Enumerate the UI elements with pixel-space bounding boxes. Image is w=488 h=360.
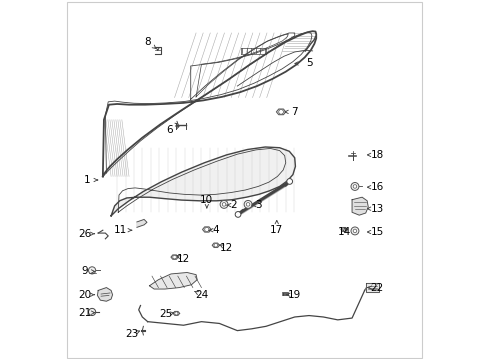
- Polygon shape: [149, 273, 197, 289]
- Text: 22: 22: [370, 283, 383, 293]
- Circle shape: [214, 243, 217, 247]
- Circle shape: [286, 179, 292, 184]
- Circle shape: [342, 228, 345, 231]
- Text: 14: 14: [338, 227, 351, 237]
- Polygon shape: [202, 227, 211, 232]
- Polygon shape: [351, 197, 367, 215]
- Circle shape: [88, 309, 96, 316]
- Circle shape: [222, 203, 225, 206]
- Circle shape: [204, 227, 208, 231]
- Polygon shape: [173, 311, 179, 315]
- Polygon shape: [276, 109, 285, 115]
- Text: 10: 10: [200, 195, 213, 205]
- Text: 16: 16: [370, 182, 383, 192]
- Circle shape: [172, 255, 176, 259]
- Text: 21: 21: [78, 308, 91, 318]
- Text: 5: 5: [305, 58, 312, 68]
- Text: 26: 26: [78, 229, 91, 239]
- Circle shape: [174, 312, 178, 315]
- Circle shape: [220, 201, 227, 208]
- Circle shape: [352, 185, 356, 188]
- Text: 8: 8: [144, 37, 151, 47]
- Circle shape: [278, 109, 283, 114]
- Polygon shape: [212, 243, 219, 247]
- Text: 7: 7: [291, 107, 297, 117]
- Polygon shape: [366, 283, 378, 292]
- Polygon shape: [137, 220, 147, 227]
- Text: 19: 19: [287, 290, 301, 300]
- Text: 2: 2: [230, 200, 237, 210]
- Circle shape: [352, 229, 356, 233]
- Polygon shape: [97, 288, 112, 301]
- Text: 23: 23: [124, 329, 138, 339]
- Text: 13: 13: [370, 204, 383, 214]
- Text: 11: 11: [114, 225, 127, 235]
- Text: 4: 4: [212, 225, 219, 235]
- Polygon shape: [340, 228, 346, 231]
- Text: 25: 25: [159, 310, 172, 319]
- Text: 12: 12: [177, 254, 190, 264]
- Text: 20: 20: [78, 290, 91, 300]
- Polygon shape: [111, 147, 295, 216]
- Text: 9: 9: [81, 266, 88, 276]
- Text: 3: 3: [255, 200, 262, 210]
- Text: 6: 6: [165, 125, 172, 135]
- Text: 1: 1: [83, 175, 90, 185]
- Text: 18: 18: [370, 150, 383, 160]
- Circle shape: [235, 212, 241, 217]
- Circle shape: [350, 183, 358, 190]
- Circle shape: [350, 227, 358, 235]
- Text: 12: 12: [220, 243, 233, 253]
- Text: 17: 17: [269, 225, 283, 235]
- Text: 24: 24: [194, 290, 208, 300]
- Polygon shape: [171, 255, 178, 259]
- Circle shape: [246, 203, 249, 206]
- Circle shape: [244, 201, 251, 208]
- Text: 15: 15: [370, 227, 383, 237]
- Circle shape: [88, 267, 96, 274]
